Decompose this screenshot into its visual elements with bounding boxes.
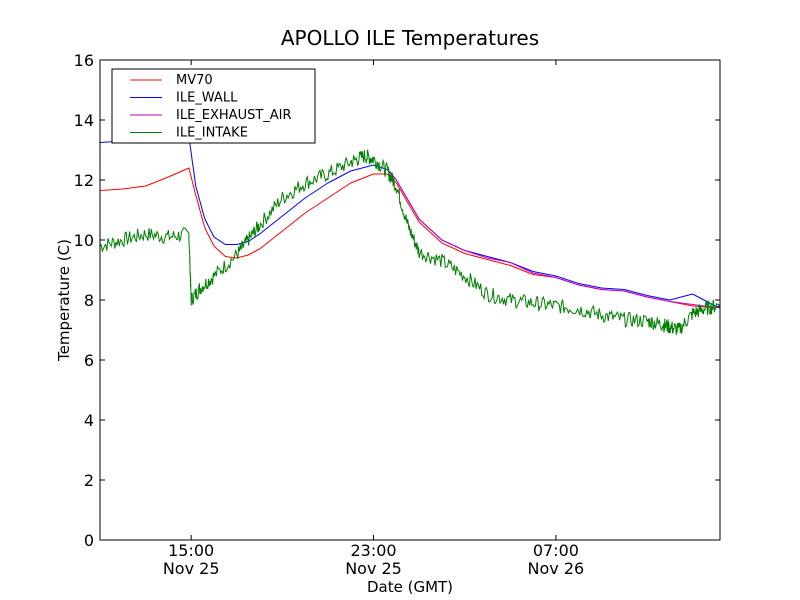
y-tick-label: 12 bbox=[74, 171, 94, 190]
y-tick-label: 8 bbox=[84, 291, 94, 310]
series-line-ile-intake bbox=[100, 149, 720, 336]
series-line-ile-exhaust-air bbox=[389, 170, 720, 309]
chart-title: APOLLO ILE Temperatures bbox=[281, 26, 539, 50]
legend-label-ile-wall: ILE_WALL bbox=[176, 91, 238, 106]
legend-box bbox=[111, 68, 316, 144]
x-tick-time-label: 15:00 bbox=[168, 541, 214, 560]
y-tick-label: 6 bbox=[84, 351, 94, 370]
legend-label-ile-intake: ILE_INTAKE bbox=[176, 126, 248, 141]
legend-label-mv70: MV70 bbox=[176, 73, 213, 88]
legend: MV70 ILE_WALL ILE_EXHAUST_AIR ILE_INTAKE bbox=[111, 68, 316, 144]
x-tick-date-label: Nov 25 bbox=[345, 559, 402, 578]
y-tick-label: 14 bbox=[74, 111, 94, 130]
y-axis-label: Temperature (C) bbox=[55, 239, 73, 362]
y-tick-label: 0 bbox=[84, 531, 94, 550]
legend-label-ile-exhaust-air: ILE_EXHAUST_AIR bbox=[176, 108, 292, 123]
x-tick-date-label: Nov 26 bbox=[528, 559, 585, 578]
plot-area bbox=[100, 135, 720, 336]
y-tick-label: 10 bbox=[74, 231, 94, 250]
series-line-ile-wall bbox=[100, 135, 720, 308]
y-tick-label: 2 bbox=[84, 471, 94, 490]
y-axis: 0 2 4 6 8 10 12 14 16 bbox=[74, 51, 720, 550]
x-tick-time-label: 23:00 bbox=[350, 541, 396, 560]
x-axis-label: Date (GMT) bbox=[367, 578, 453, 596]
x-tick-time-label: 07:00 bbox=[533, 541, 579, 560]
y-tick-label: 4 bbox=[84, 411, 94, 430]
x-tick-date-label: Nov 25 bbox=[163, 559, 220, 578]
series-line-mv70 bbox=[100, 167, 720, 308]
y-tick-label: 16 bbox=[74, 51, 94, 70]
